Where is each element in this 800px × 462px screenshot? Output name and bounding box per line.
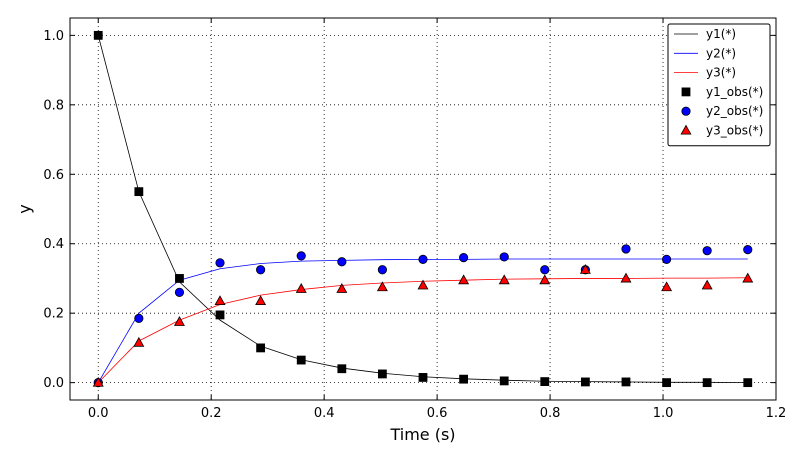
series-6-point (661, 281, 673, 292)
x-axis-label: Time (s) (389, 425, 455, 444)
series-4-point (662, 378, 671, 388)
legend-label-1: y1(*) (706, 27, 736, 41)
series-6-point (133, 336, 145, 347)
y-tick-label: 0.4 (43, 237, 64, 252)
series-5-point (174, 287, 185, 297)
series-6-point (376, 281, 388, 292)
x-tick-label: 1.0 (653, 406, 674, 421)
series-6-point (214, 295, 226, 306)
series-6-point (336, 283, 348, 293)
y-tick-label: 0.8 (43, 98, 64, 113)
legend-swatch-6 (680, 124, 692, 135)
series-5-point (702, 246, 712, 256)
series-6-point (458, 274, 470, 285)
series-3-line (97, 277, 748, 383)
series-4-point (743, 378, 753, 388)
legend-swatch-5 (681, 106, 691, 116)
series-5-point (377, 265, 387, 275)
series-5-point (337, 257, 347, 267)
series-6-point (742, 272, 754, 283)
legend-label-3: y3(*) (706, 66, 736, 80)
y-axis-label: y (15, 204, 34, 213)
series-6-point (701, 279, 713, 290)
series-4-point (93, 30, 103, 40)
series-5-point (418, 254, 428, 264)
series-6-point (498, 274, 510, 285)
series-6-point (539, 274, 551, 285)
plot-frame (69, 17, 777, 401)
legend: y1(*) y2(*) y3(*) y1_obs(*) y2_obs(*) y3_obs(… (667, 23, 771, 147)
x-tick-label: 0.6 (427, 406, 448, 421)
series-6-point (579, 263, 591, 274)
series-6-point (620, 272, 632, 283)
series-4-point (621, 377, 631, 387)
series-5-point (215, 258, 225, 268)
series-4-point (337, 364, 347, 374)
series-5-point (499, 252, 509, 262)
y-tick-label: 1.0 (43, 29, 64, 44)
series-6-point (173, 316, 185, 326)
tick-layer: 0.0 0.2 0.4 0.6 0.8 1.0 1.2 0.0 0.2 0.4 0.6 0.8 1.0 (43, 18, 786, 421)
series-4-point (540, 377, 550, 386)
legend-label-5: y2_obs(*) (706, 104, 763, 118)
series-6-point (92, 376, 104, 387)
series-5-point (134, 313, 144, 323)
series-6-point (417, 279, 429, 290)
series-2-line (97, 258, 748, 383)
x-tick-label: 0.4 (314, 406, 335, 421)
y-tick-label: 0.2 (43, 307, 64, 322)
series-5-point (621, 244, 631, 254)
series-5-point (540, 265, 550, 275)
series-1-line (97, 35, 748, 384)
series-4-point (175, 274, 184, 283)
series-4-point (702, 378, 712, 388)
series-5-point (256, 265, 266, 275)
series-5-point (459, 253, 469, 263)
series-4-point (418, 373, 428, 382)
series-layer (92, 30, 754, 388)
x-tick-label: 0.2 (201, 406, 222, 421)
series-6-point (295, 283, 307, 293)
y-tick-label: 0.0 (43, 376, 64, 391)
series-5-point (296, 251, 306, 261)
legend-label-4: y1_obs(*) (706, 85, 763, 99)
series-4-point (377, 369, 387, 379)
legend-box (667, 23, 771, 147)
x-tick-label: 1.2 (766, 406, 787, 421)
series-4-point (580, 377, 590, 387)
series-4-point (296, 355, 306, 365)
y-tick-label: 0.6 (43, 168, 64, 183)
legend-swatch-4 (681, 87, 691, 97)
grid-layer (70, 18, 777, 400)
series-6-point (255, 295, 267, 306)
legend-label-2: y2(*) (706, 46, 736, 60)
legend-label-6: y3_obs(*) (706, 124, 763, 138)
x-tick-label: 0.8 (540, 406, 561, 421)
x-tick-label: 0.0 (88, 406, 109, 421)
series-5-point (661, 254, 672, 264)
series-4-point (215, 310, 225, 320)
series-4-point (459, 374, 469, 384)
series-4-point (499, 376, 509, 386)
series-5-point (743, 245, 753, 255)
series-4-point (256, 343, 266, 353)
series-4-point (134, 187, 144, 197)
